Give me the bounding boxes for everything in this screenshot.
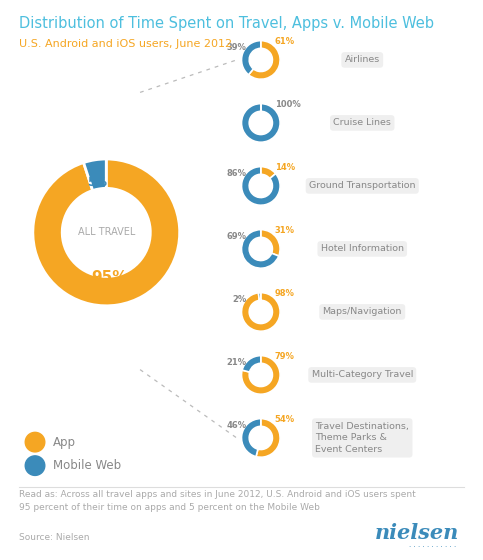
Text: 61%: 61% (275, 37, 295, 46)
Wedge shape (242, 230, 279, 268)
Text: 98%: 98% (275, 289, 295, 298)
Wedge shape (242, 356, 280, 394)
Wedge shape (249, 41, 280, 79)
Wedge shape (84, 159, 106, 190)
Text: 100%: 100% (275, 100, 300, 109)
Wedge shape (242, 293, 280, 331)
Text: Source: Nielsen: Source: Nielsen (19, 533, 90, 542)
Circle shape (25, 432, 45, 452)
Text: 2%: 2% (232, 295, 247, 304)
Text: 95%: 95% (92, 270, 128, 286)
Text: 86%: 86% (227, 169, 247, 178)
Wedge shape (242, 419, 261, 456)
Text: 54%: 54% (275, 415, 295, 424)
Text: Hotel Information: Hotel Information (321, 244, 404, 254)
Text: 39%: 39% (227, 43, 247, 52)
Wedge shape (242, 104, 280, 142)
Text: 5%: 5% (87, 176, 107, 189)
Text: 79%: 79% (275, 352, 295, 361)
Text: 46%: 46% (227, 421, 247, 430)
Text: 14%: 14% (275, 163, 295, 172)
Wedge shape (33, 159, 180, 306)
Text: Airlines: Airlines (345, 55, 380, 64)
Text: Distribution of Time Spent on Travel, Apps v. Mobile Web: Distribution of Time Spent on Travel, Ap… (19, 16, 434, 31)
Text: 69%: 69% (227, 231, 247, 240)
Text: ALL TRAVEL: ALL TRAVEL (78, 227, 135, 237)
Wedge shape (242, 41, 261, 75)
Text: Read as: Across all travel apps and sites in June 2012, U.S. Android and iOS use: Read as: Across all travel apps and site… (19, 490, 416, 511)
Wedge shape (261, 230, 280, 256)
Wedge shape (256, 419, 280, 457)
Wedge shape (242, 356, 261, 372)
Circle shape (25, 456, 45, 475)
Text: Travel Destinations,
Theme Parks &
Event Centers: Travel Destinations, Theme Parks & Event… (315, 422, 409, 454)
Text: nielsen: nielsen (375, 523, 459, 543)
Wedge shape (258, 293, 261, 300)
Text: Cruise Lines: Cruise Lines (333, 118, 391, 128)
Wedge shape (261, 167, 276, 179)
Text: App: App (53, 436, 76, 449)
Text: 31%: 31% (275, 226, 295, 235)
Text: Mobile Web: Mobile Web (53, 459, 121, 473)
Text: 21%: 21% (227, 357, 247, 366)
Text: Maps/Navigation: Maps/Navigation (323, 307, 402, 316)
Text: Ground Transportation: Ground Transportation (309, 181, 415, 190)
Wedge shape (242, 166, 280, 205)
Text: Multi-Category Travel: Multi-Category Travel (312, 370, 413, 380)
Text: U.S. Android and iOS users, June 2012: U.S. Android and iOS users, June 2012 (19, 39, 232, 49)
Text: · · · · · · · · · · ·: · · · · · · · · · · · (410, 544, 459, 550)
